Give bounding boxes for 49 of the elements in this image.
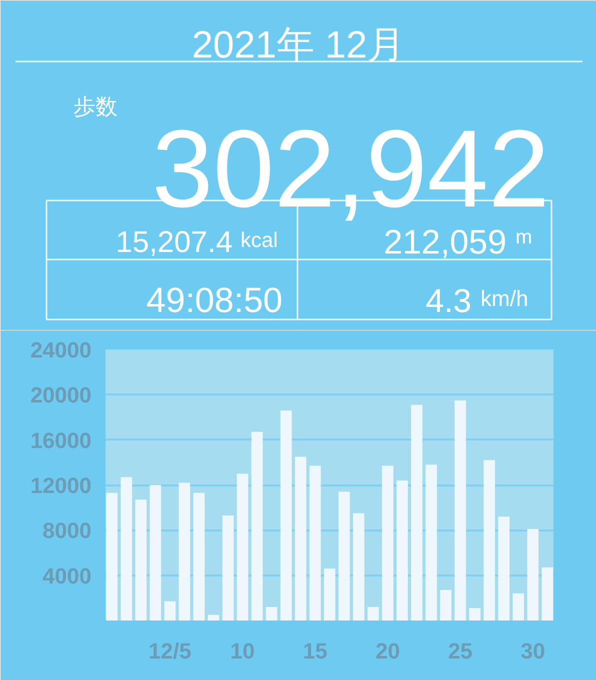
y-tick-label: 8000: [42, 518, 92, 544]
bar: [208, 614, 220, 620]
bar: [469, 608, 480, 620]
bar: [484, 460, 495, 620]
bar: [396, 480, 408, 620]
bar: [280, 410, 292, 620]
bar: [164, 601, 176, 620]
bar: [150, 485, 162, 620]
bar: [309, 466, 321, 620]
bar: [527, 529, 539, 620]
x-tick-label: 10: [230, 638, 255, 664]
text: km/h: [480, 286, 528, 311]
bar: [251, 432, 263, 620]
text: 歩数: [74, 94, 118, 119]
bar: [440, 590, 452, 620]
x-tick-label: 20: [375, 638, 400, 664]
bar: [368, 606, 379, 620]
bar: [324, 568, 336, 620]
bar: [106, 492, 118, 620]
bar: [411, 404, 422, 620]
text: kcal: [240, 229, 278, 252]
bar: [120, 477, 132, 620]
bar: [498, 516, 510, 620]
text: 4.3: [426, 282, 472, 319]
bar: [222, 515, 234, 620]
bar: [353, 513, 364, 620]
bar: [454, 400, 466, 620]
bar: [338, 492, 350, 620]
bar: [294, 456, 306, 620]
y-tick-label: 16000: [30, 428, 92, 453]
bar: [266, 606, 278, 620]
y-tick-label: 24000: [30, 338, 92, 362]
x-tick-label: 25: [448, 638, 473, 664]
text: 49:08:50: [146, 281, 283, 320]
text: 2021年 12月: [192, 24, 406, 66]
bar: [178, 482, 190, 620]
bar: [512, 593, 524, 620]
bar: [382, 466, 394, 620]
bar: [542, 567, 554, 620]
y-tick-label: 20000: [30, 382, 92, 408]
bar: [135, 500, 147, 620]
x-tick-label: 30: [520, 638, 546, 664]
y-tick-label: 4000: [42, 563, 92, 588]
x-tick-label: 15: [302, 638, 328, 664]
bar: [236, 474, 248, 620]
x-tick-label: 12/5: [148, 638, 192, 664]
bar: [426, 464, 437, 620]
y-tick-label: 12000: [30, 473, 92, 498]
bar: [193, 492, 205, 620]
